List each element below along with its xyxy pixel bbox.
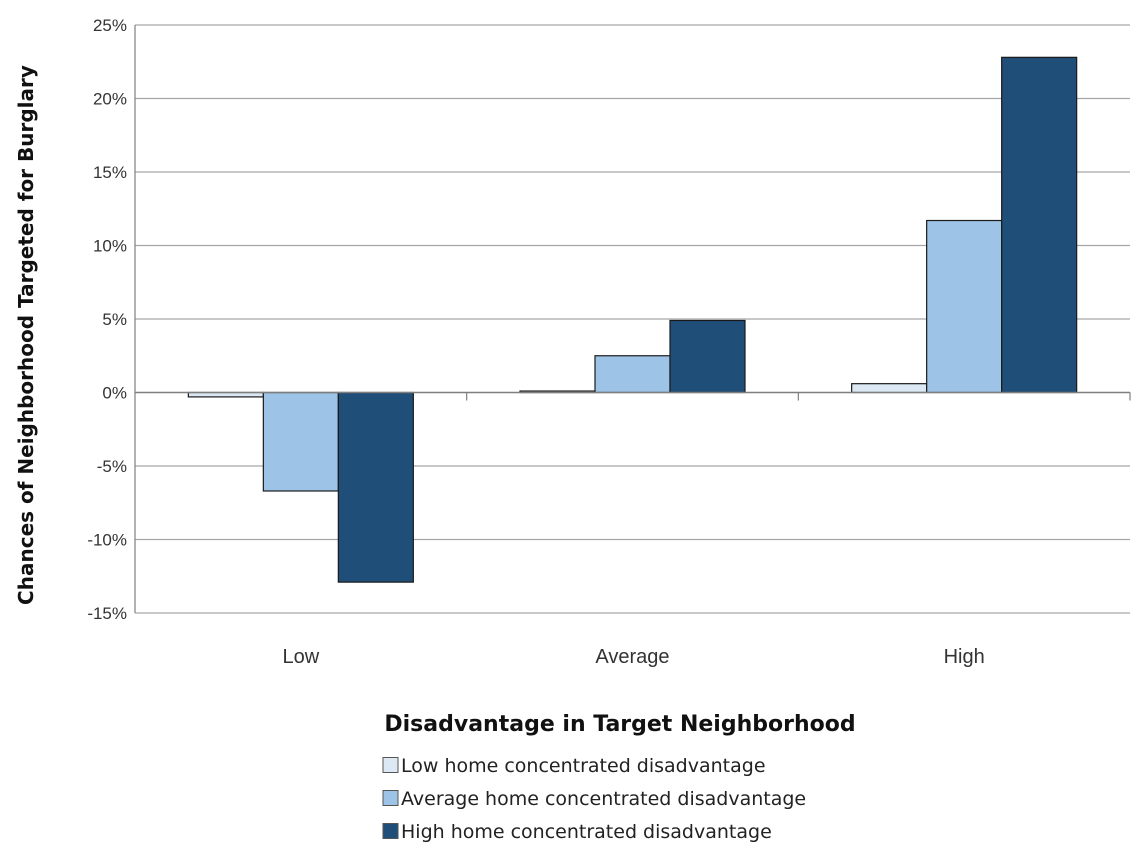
bar [851,383,928,394]
bar [669,319,746,394]
y-tick-label: 25% [93,16,127,35]
y-tick-label: 5% [102,310,127,329]
y-tick-label: -10% [87,531,127,550]
y-tick-label: -15% [87,604,127,623]
legend-label: Low home concentrated disadvantage [401,755,766,777]
legend: Low home concentrated disadvantage Averag… [382,755,806,843]
legend-label: High home concentrated disadvantage [401,821,772,843]
x-tick-label: Low [282,646,319,668]
y-tick-label: -5% [97,457,127,476]
bar [337,391,414,583]
y-tick-label: 15% [93,163,127,182]
x-axis-title: Disadvantage in Target Neighborhood [384,712,855,737]
bar [594,355,671,394]
legend-swatch [382,790,399,806]
y-tick-label: 20% [93,90,127,109]
legend-label: Average home concentrated disadvantage [401,788,806,810]
x-tick-label: Average [595,646,669,668]
y-axis-title: Chances of Neighborhood Targeted for Bur… [14,65,38,605]
y-tick-label: 0% [102,384,127,403]
bar [262,391,339,492]
axes: 25% 20% 15% 10% 5% 0% -5% -10% -15% Low Average Hig… [87,16,1131,668]
x-tick-label: High [944,646,985,668]
y-tick-label: 10% [93,237,127,256]
bars [187,56,1078,583]
bar [1001,56,1078,394]
legend-swatch [382,823,399,839]
bar [926,219,1003,394]
legend-swatch [382,757,399,773]
